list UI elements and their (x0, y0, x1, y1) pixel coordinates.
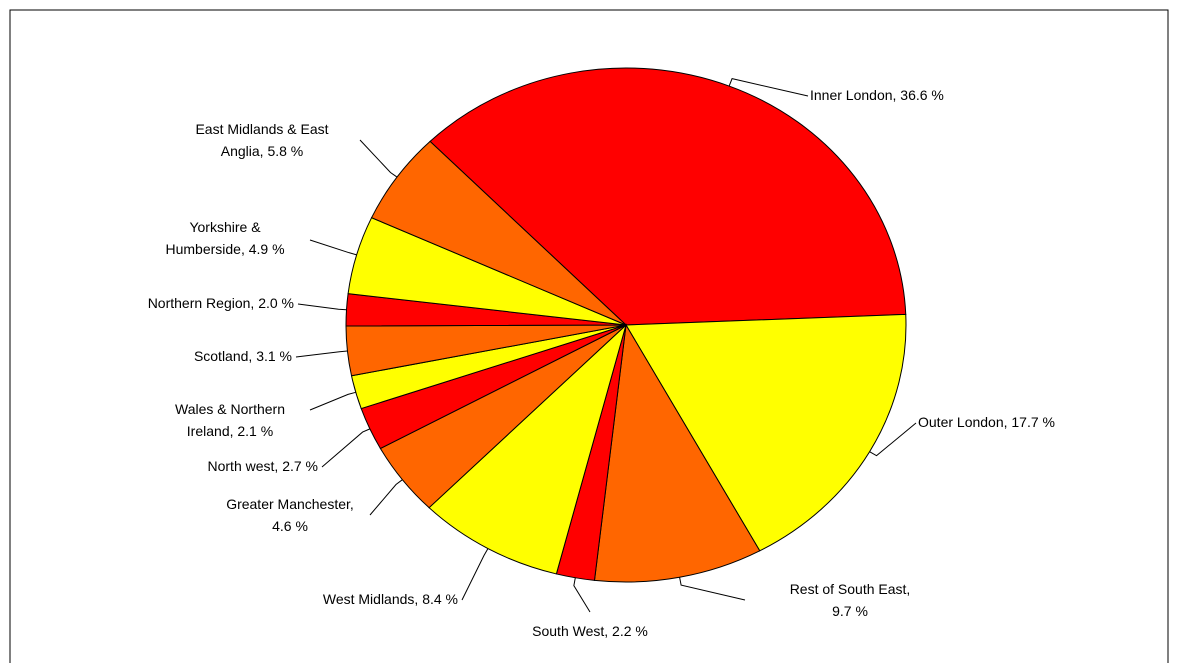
slice-label-line: South West, 2.2 % (532, 623, 648, 639)
slice-label-line: Ireland, 2.1 % (187, 423, 273, 439)
chart-frame (9, 9, 1169, 663)
leader-line (309, 239, 357, 256)
slice-label: Greater Manchester, 4.6 % (226, 496, 354, 534)
slice-label-line: West Midlands, 8.4 % (323, 591, 458, 607)
slice-label-line: Northern Region, 2.0 % (148, 295, 294, 311)
leader-line (321, 428, 371, 468)
slice-label: East Midlands & East Anglia, 5.8 % (195, 121, 328, 159)
leader-line (728, 78, 809, 97)
slice-label: West Midlands, 8.4 % (323, 591, 458, 607)
leader-line (369, 479, 403, 516)
leader-line (359, 139, 398, 178)
slice-label-line: Rest of South East, (790, 581, 911, 597)
slice-label-line: 4.6 % (272, 518, 308, 534)
slice-label-line: Anglia, 5.8 % (221, 143, 304, 159)
slice-label: Outer London, 17.7 % (918, 414, 1055, 430)
leader-line (869, 422, 917, 457)
slice-label-line: Yorkshire & (189, 219, 261, 235)
slice-label-line: East Midlands & East (195, 121, 328, 137)
slice-label-line: Inner London, 36.6 % (810, 87, 944, 103)
slice-label-line: 9.7 % (832, 603, 868, 619)
leader-line (461, 548, 489, 601)
leader-line (309, 391, 356, 411)
slice-label: Rest of South East, 9.7 % (790, 581, 911, 619)
slice-label: Yorkshire & Humberside, 4.9 % (165, 219, 284, 257)
slice-label-line: Outer London, 17.7 % (918, 414, 1055, 430)
slice-label: Inner London, 36.6 % (810, 87, 944, 103)
slice-label-line: Scotland, 3.1 % (194, 348, 292, 364)
pie-slice (428, 323, 627, 575)
slice-label: Scotland, 3.1 % (194, 348, 292, 364)
slice-label: South West, 2.2 % (532, 623, 648, 639)
slice-label-line: North west, 2.7 % (208, 458, 319, 474)
leader-line (297, 303, 347, 311)
pie-slice (593, 323, 761, 583)
leader-line (573, 577, 591, 613)
leader-line (679, 577, 746, 601)
pie-slice (625, 313, 907, 552)
slice-label-line: Humberside, 4.9 % (165, 241, 284, 257)
slice-label-line: Greater Manchester, (226, 496, 354, 512)
pie-slice (429, 67, 907, 326)
leader-line (295, 350, 348, 358)
slice-label-line: Wales & Northern (175, 401, 285, 417)
slice-label: North west, 2.7 % (208, 458, 319, 474)
slice-label: Northern Region, 2.0 % (148, 295, 294, 311)
slice-label: Wales & Northern Ireland, 2.1 % (175, 401, 285, 439)
